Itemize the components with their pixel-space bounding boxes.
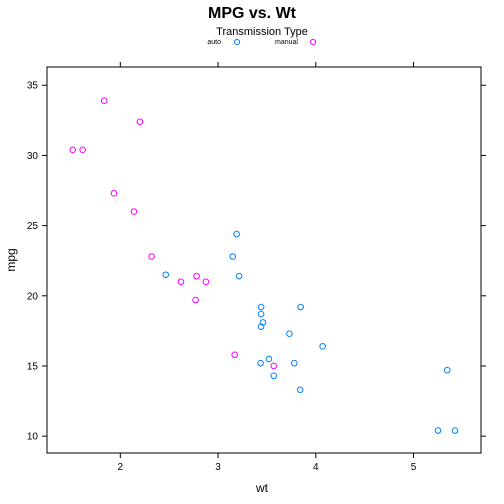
point-auto [257, 323, 265, 330]
legend-label: manual [275, 39, 298, 46]
point-manual [130, 208, 138, 215]
point-auto [257, 303, 265, 311]
y-tick-label: 10 [27, 432, 39, 443]
point-manual [231, 351, 238, 359]
legend: auto manual [207, 38, 317, 46]
data-points [69, 97, 459, 434]
point-auto [229, 253, 237, 260]
x-tick-label: 3 [215, 462, 221, 473]
point-manual [148, 253, 155, 260]
y-tick-label: 30 [27, 151, 39, 162]
point-manual [79, 146, 86, 154]
point-auto [451, 427, 459, 434]
y-tick-label: 25 [27, 221, 39, 232]
point-auto [257, 359, 264, 367]
point-auto [270, 372, 278, 380]
point-auto [257, 310, 265, 318]
point-manual [136, 118, 144, 126]
point-manual [69, 146, 77, 154]
legend-marker [309, 38, 317, 46]
point-manual [100, 97, 108, 104]
y-tick-label: 20 [27, 291, 39, 302]
point-auto [162, 271, 170, 279]
point-auto [265, 355, 273, 363]
point-manual [177, 278, 185, 286]
point-auto [296, 386, 304, 394]
point-auto [443, 366, 451, 374]
point-auto [233, 230, 240, 238]
y-axis-label: mpg [4, 248, 18, 271]
point-auto [434, 427, 442, 434]
point-auto [319, 343, 326, 350]
point-auto [297, 303, 304, 311]
point-auto [259, 319, 267, 326]
x-tick-label: 5 [411, 462, 417, 473]
point-auto [291, 359, 298, 367]
axis-ticks: 2 3 4 5 10 15 20 25 30 35 [27, 62, 486, 473]
point-auto [286, 330, 293, 337]
x-tick-label: 2 [118, 462, 124, 473]
point-manual [270, 362, 278, 370]
point-manual [202, 278, 210, 286]
x-tick-label: 4 [313, 462, 319, 473]
legend-label: auto [207, 39, 221, 46]
point-auto [235, 272, 243, 280]
x-axis-label: wt [255, 481, 269, 495]
y-tick-label: 35 [27, 81, 39, 92]
legend-marker [233, 38, 241, 46]
point-manual [110, 190, 118, 197]
point-manual [192, 296, 199, 304]
plot-area [46, 66, 482, 454]
legend-title: Transmission Type [216, 26, 308, 38]
y-tick-label: 15 [27, 361, 39, 372]
point-manual [193, 272, 200, 280]
chart-title: MPG vs. Wt [208, 5, 297, 22]
